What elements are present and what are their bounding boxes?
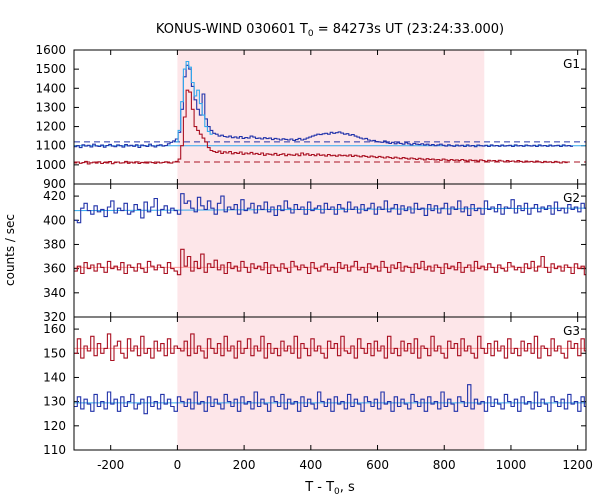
shaded-interval: [177, 50, 485, 450]
x-tick-label: 0: [174, 458, 182, 472]
plot-area: 9001000110012001300140015001600G13203403…: [35, 43, 592, 472]
y-tick-label: 110: [43, 443, 66, 457]
y-tick-label: 360: [43, 262, 66, 276]
chart-title: KONUS-WIND 030601 T0 = 84273s UT (23:24:…: [156, 22, 504, 39]
y-tick-label: 120: [43, 419, 66, 433]
y-tick-label: 420: [43, 189, 66, 203]
panel-g1: 900 1000 1100 1200 1300 1400 1500 1600 G1: [35, 43, 587, 191]
y-tick-label: 1100: [35, 139, 66, 153]
x-tick-label: 400: [299, 458, 322, 472]
panel-label: G3: [563, 324, 580, 338]
series-red: [74, 248, 586, 276]
series-blue: [74, 64, 573, 149]
y-axis-label: counts / sec: [3, 214, 17, 286]
series-blue: [74, 193, 586, 224]
x-tick-label: 1200: [562, 458, 593, 472]
y-tick-label: 160: [43, 322, 66, 336]
y-tick-label: 1600: [35, 43, 66, 57]
y-tick-label: 130: [43, 395, 66, 409]
y-tick-label: 150: [43, 346, 66, 360]
x-axis-label: T - T0, s: [304, 480, 355, 497]
y-tick-label: 380: [43, 237, 66, 251]
y-tick-label: 140: [43, 370, 66, 384]
y-tick-label: 1200: [35, 120, 66, 134]
y-tick-label: 1400: [35, 81, 66, 95]
panel-label: G1: [563, 57, 580, 71]
series-red: [74, 89, 568, 165]
x-tick-label: 1000: [496, 458, 527, 472]
panel-g2: 320 340 360 380 400 420 G2: [43, 183, 587, 324]
y-tick-label: 1300: [35, 100, 66, 114]
x-tick-label: -200: [97, 458, 124, 472]
x-tick-label: 600: [366, 458, 389, 472]
panel-label: G2: [563, 191, 580, 205]
series-light-blue: [175, 60, 213, 143]
x-tick-label: 200: [233, 458, 256, 472]
series-red: [74, 333, 586, 362]
series-blue: [74, 384, 586, 415]
panel-frame: [73, 316, 587, 451]
y-tick-label: 1000: [35, 158, 66, 172]
panel-g3: 110 120 130 140 150 160 G3: [43, 316, 587, 457]
y-tick-label: 900: [43, 177, 66, 191]
y-tick-label: 400: [43, 213, 66, 227]
y-tick-label: 320: [43, 310, 66, 324]
y-tick-label: 1500: [35, 62, 66, 76]
x-tick-label: 800: [433, 458, 456, 472]
y-tick-label: 340: [43, 286, 66, 300]
